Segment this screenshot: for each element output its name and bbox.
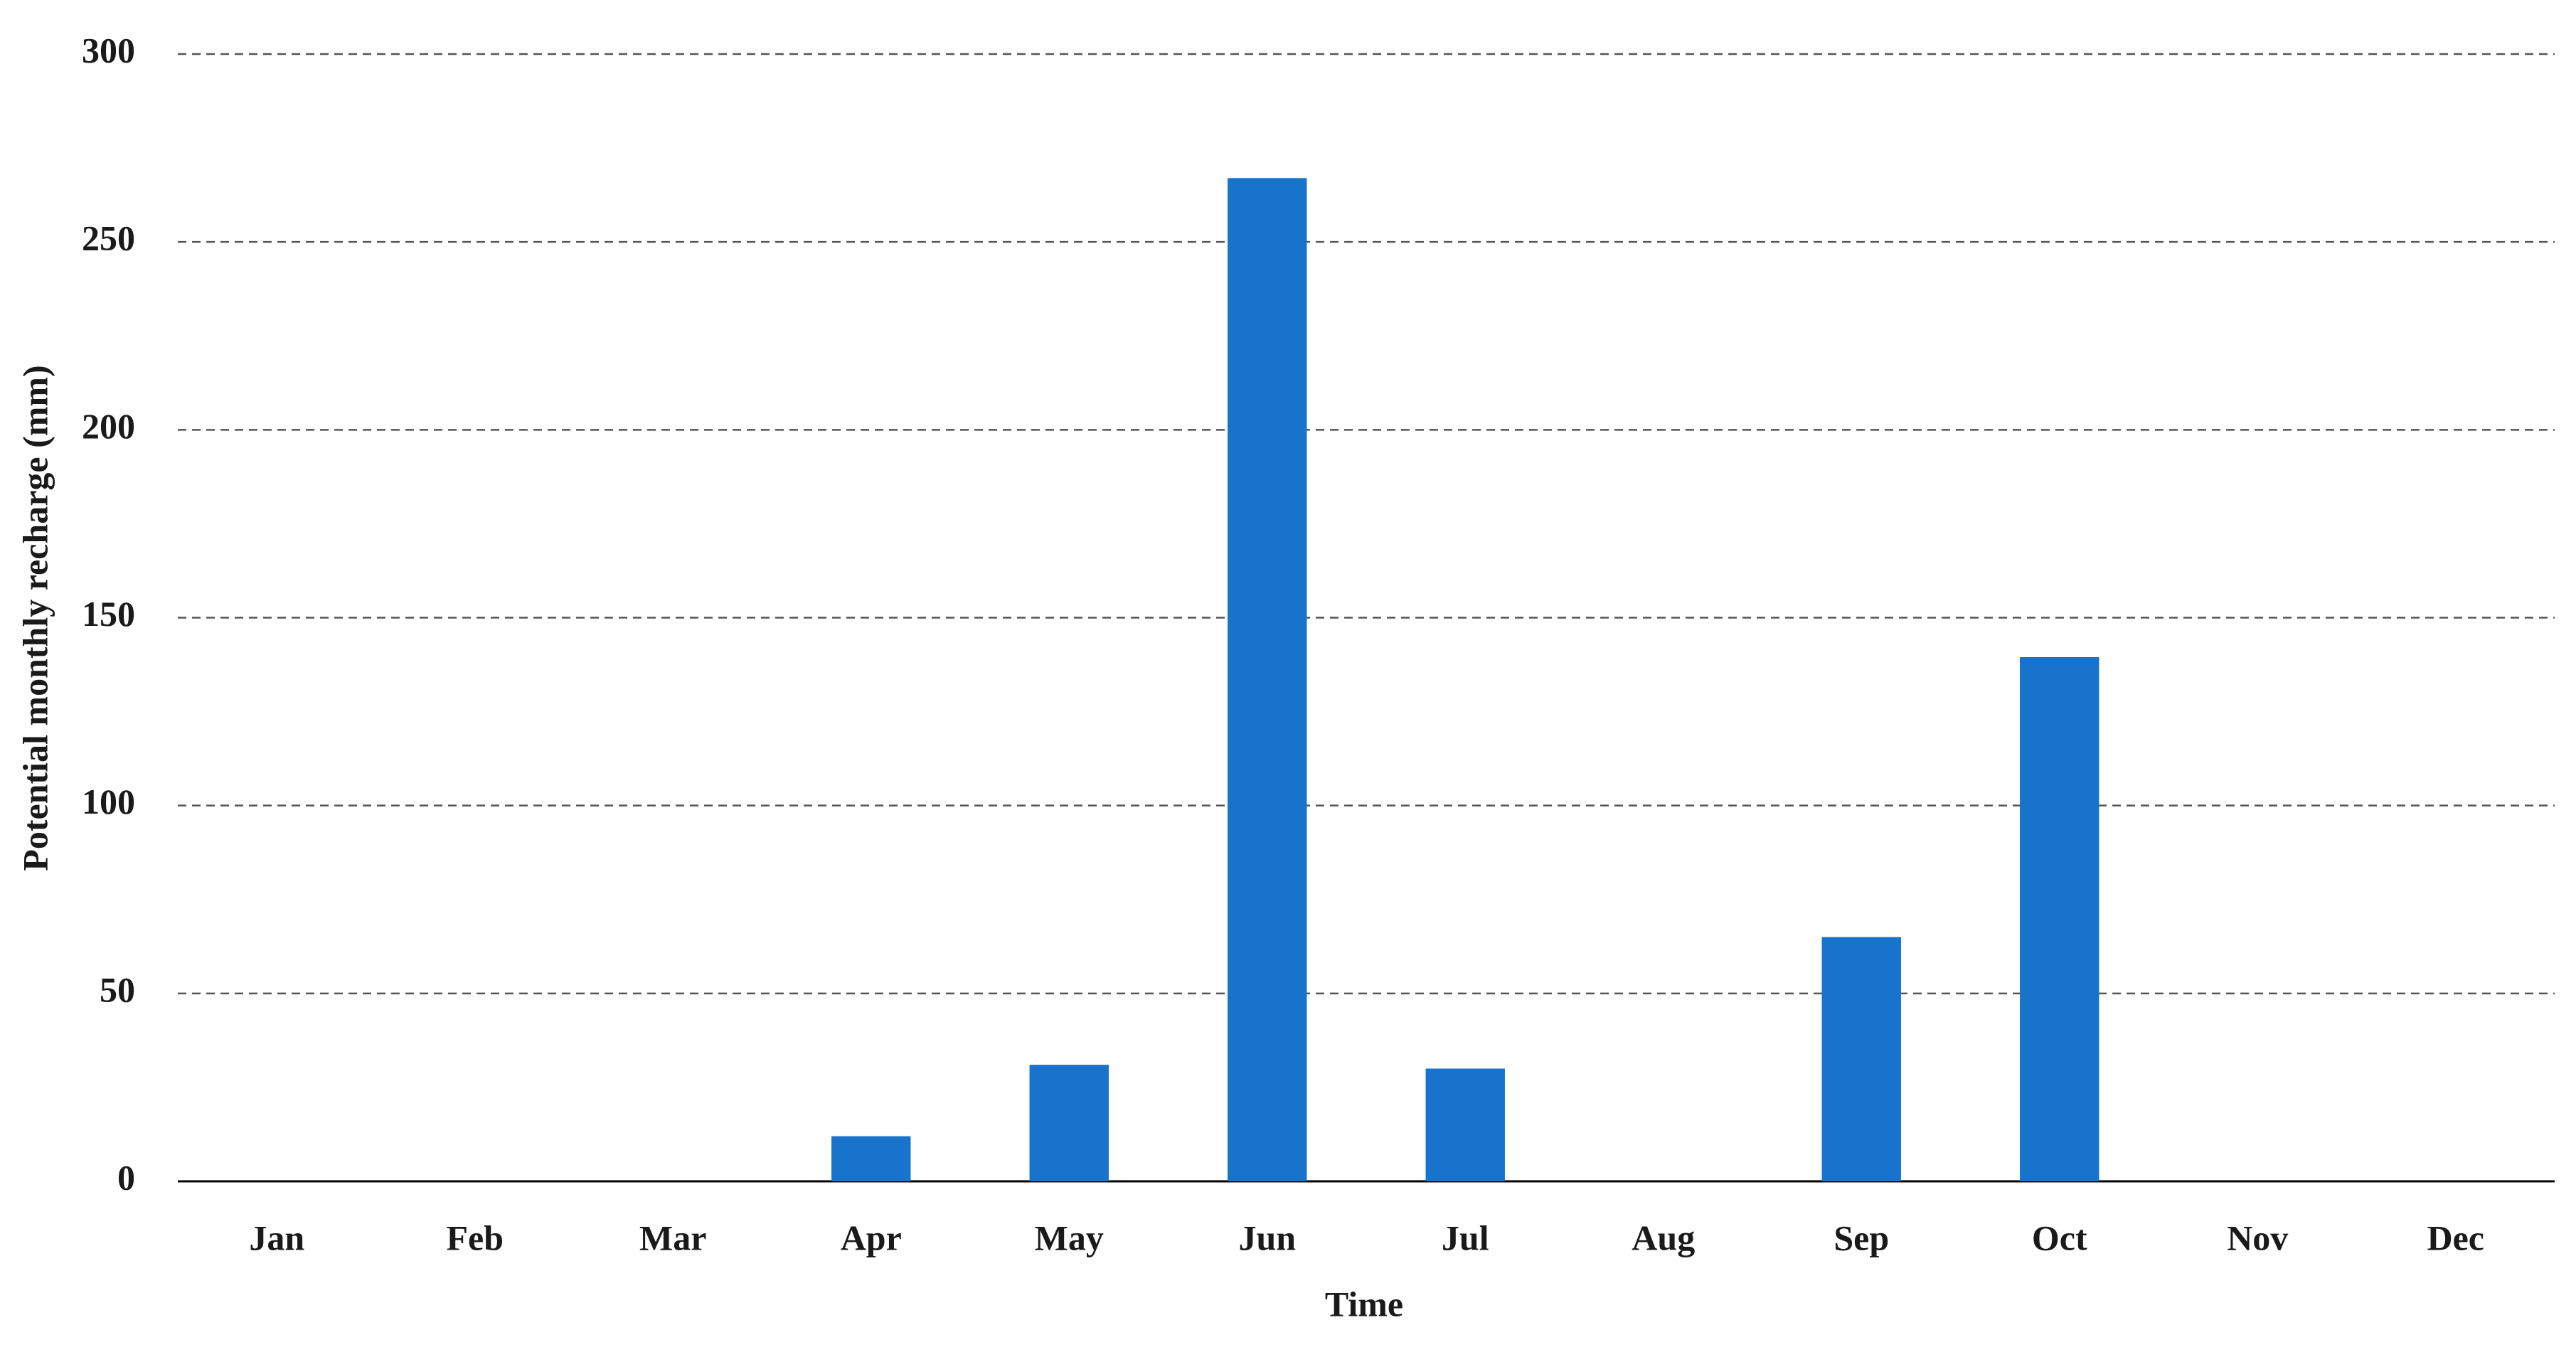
x-tick-label: Oct (2032, 1218, 2087, 1257)
y-tick-label: 300 (82, 30, 135, 70)
y-axis-title: Potential monthly recharge (mm) (15, 365, 55, 871)
y-tick-label: 50 (100, 969, 135, 1009)
bar (831, 1136, 911, 1181)
x-tick-label: Nov (2227, 1218, 2288, 1257)
bar (1821, 937, 1901, 1181)
y-tick-label: 150 (82, 594, 135, 634)
y-tick-label: 200 (82, 406, 135, 446)
bar (2020, 656, 2099, 1181)
y-tick-label: 250 (82, 218, 135, 258)
x-tick-label: Mar (639, 1218, 706, 1257)
x-tick-label: Jul (1442, 1218, 1489, 1257)
x-tick-label: May (1035, 1218, 1104, 1257)
x-tick-label: Dec (2427, 1218, 2485, 1257)
bar (1425, 1068, 1505, 1181)
bar (1029, 1065, 1109, 1181)
y-tick-label: 100 (82, 782, 135, 821)
x-tick-label: Jun (1238, 1218, 1296, 1257)
x-tick-label: Sep (1833, 1218, 1889, 1257)
bar (1228, 178, 1307, 1182)
x-tick-label: Apr (841, 1218, 902, 1257)
x-tick-label: Jan (249, 1218, 304, 1257)
x-axis-title: Time (1325, 1284, 1403, 1324)
x-tick-label: Feb (446, 1218, 504, 1257)
x-tick-label: Aug (1632, 1218, 1695, 1257)
y-tick-label: 0 (117, 1157, 135, 1197)
